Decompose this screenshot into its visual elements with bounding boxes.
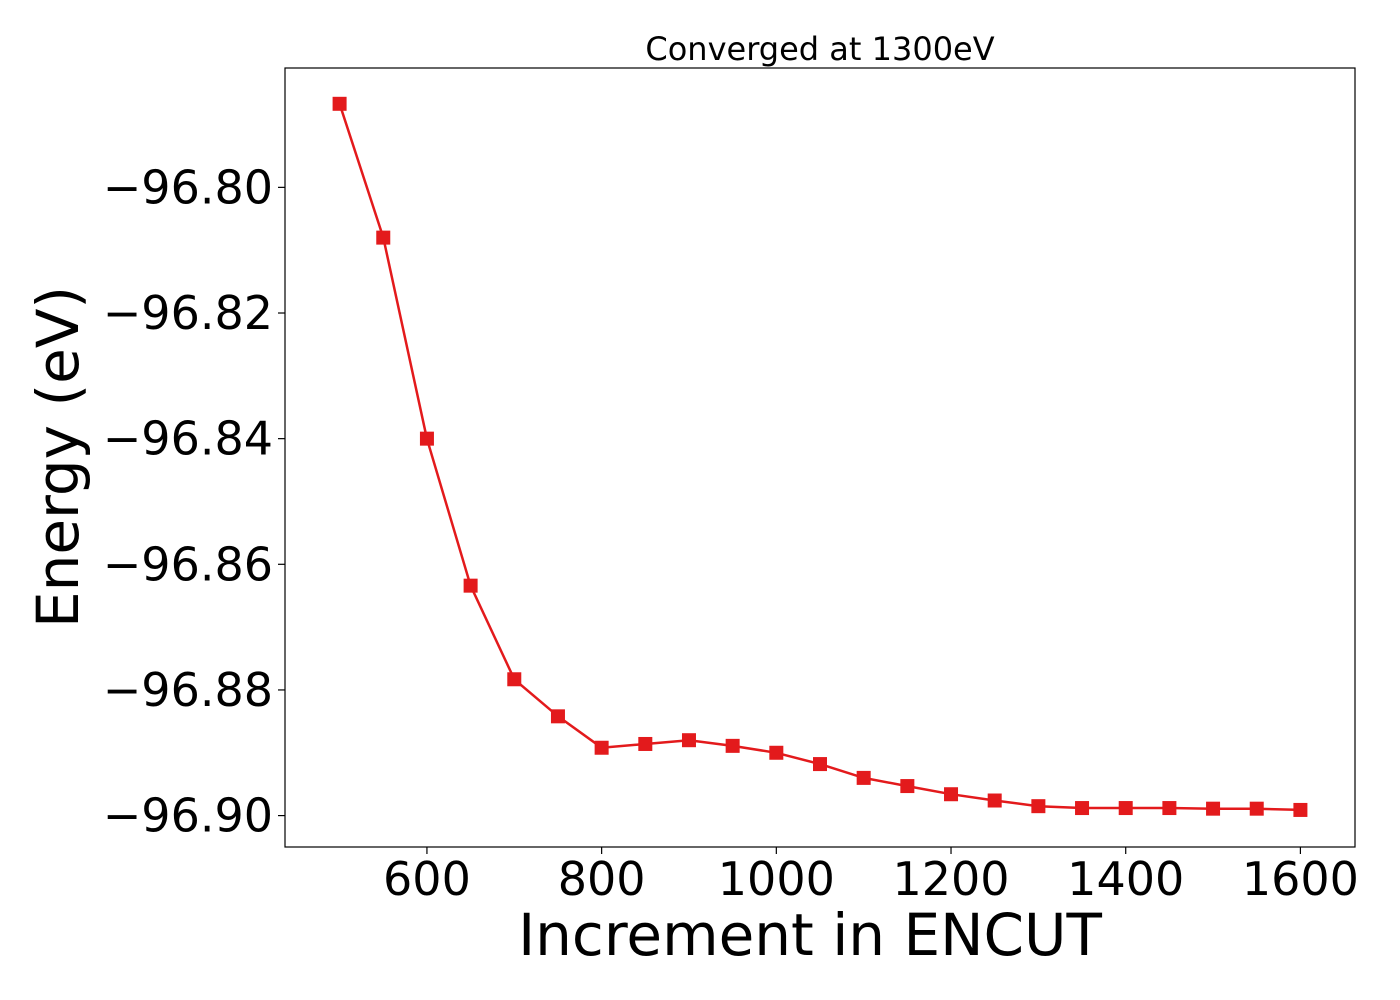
data-point	[1118, 801, 1133, 816]
data-point	[550, 709, 565, 724]
plot-area	[284, 67, 1356, 848]
data-point	[507, 672, 522, 687]
x-tick-label: 1000	[718, 852, 835, 906]
series-layer	[332, 96, 1308, 817]
x-axis-ticks: 600 800 1000 1200 1400 1600	[383, 847, 1359, 906]
data-point	[1206, 801, 1221, 816]
data-point	[332, 96, 347, 111]
y-tick-label: −96.80	[103, 160, 273, 214]
x-tick-label: 800	[558, 852, 646, 906]
data-point	[419, 431, 434, 446]
data-point	[725, 738, 740, 753]
y-tick-label: −96.86	[103, 537, 273, 591]
y-tick-label: −96.84	[103, 412, 273, 466]
data-point	[594, 740, 609, 755]
data-point	[900, 779, 915, 794]
data-point	[1075, 801, 1090, 816]
data-point	[1249, 801, 1264, 816]
data-point	[463, 578, 478, 593]
data-point	[813, 757, 827, 772]
y-axis-label: Energy (eV)	[24, 286, 92, 628]
chart-title: Converged at 1300eV	[645, 30, 994, 68]
data-point	[856, 770, 871, 785]
data-point	[681, 733, 696, 748]
x-tick-label: 1600	[1242, 852, 1359, 906]
y-tick-label: −96.88	[103, 663, 273, 717]
y-axis-ticks: −96.80 −96.82 −96.84 −96.86 −96.88 −96.90	[103, 160, 285, 843]
data-point	[769, 745, 784, 760]
y-tick-label: −96.90	[103, 789, 273, 843]
data-point	[987, 793, 1002, 808]
x-axis-label: Increment in ENCUT	[518, 901, 1102, 969]
data-point	[638, 736, 653, 751]
data-point	[376, 230, 391, 245]
x-tick-label: 1200	[892, 852, 1009, 906]
data-point	[1293, 802, 1308, 817]
data-point	[1031, 799, 1046, 814]
data-point	[944, 787, 959, 802]
data-point	[1162, 801, 1177, 816]
y-tick-label: −96.82	[103, 286, 273, 340]
x-tick-label: 1400	[1067, 852, 1184, 906]
x-tick-label: 600	[383, 852, 471, 906]
